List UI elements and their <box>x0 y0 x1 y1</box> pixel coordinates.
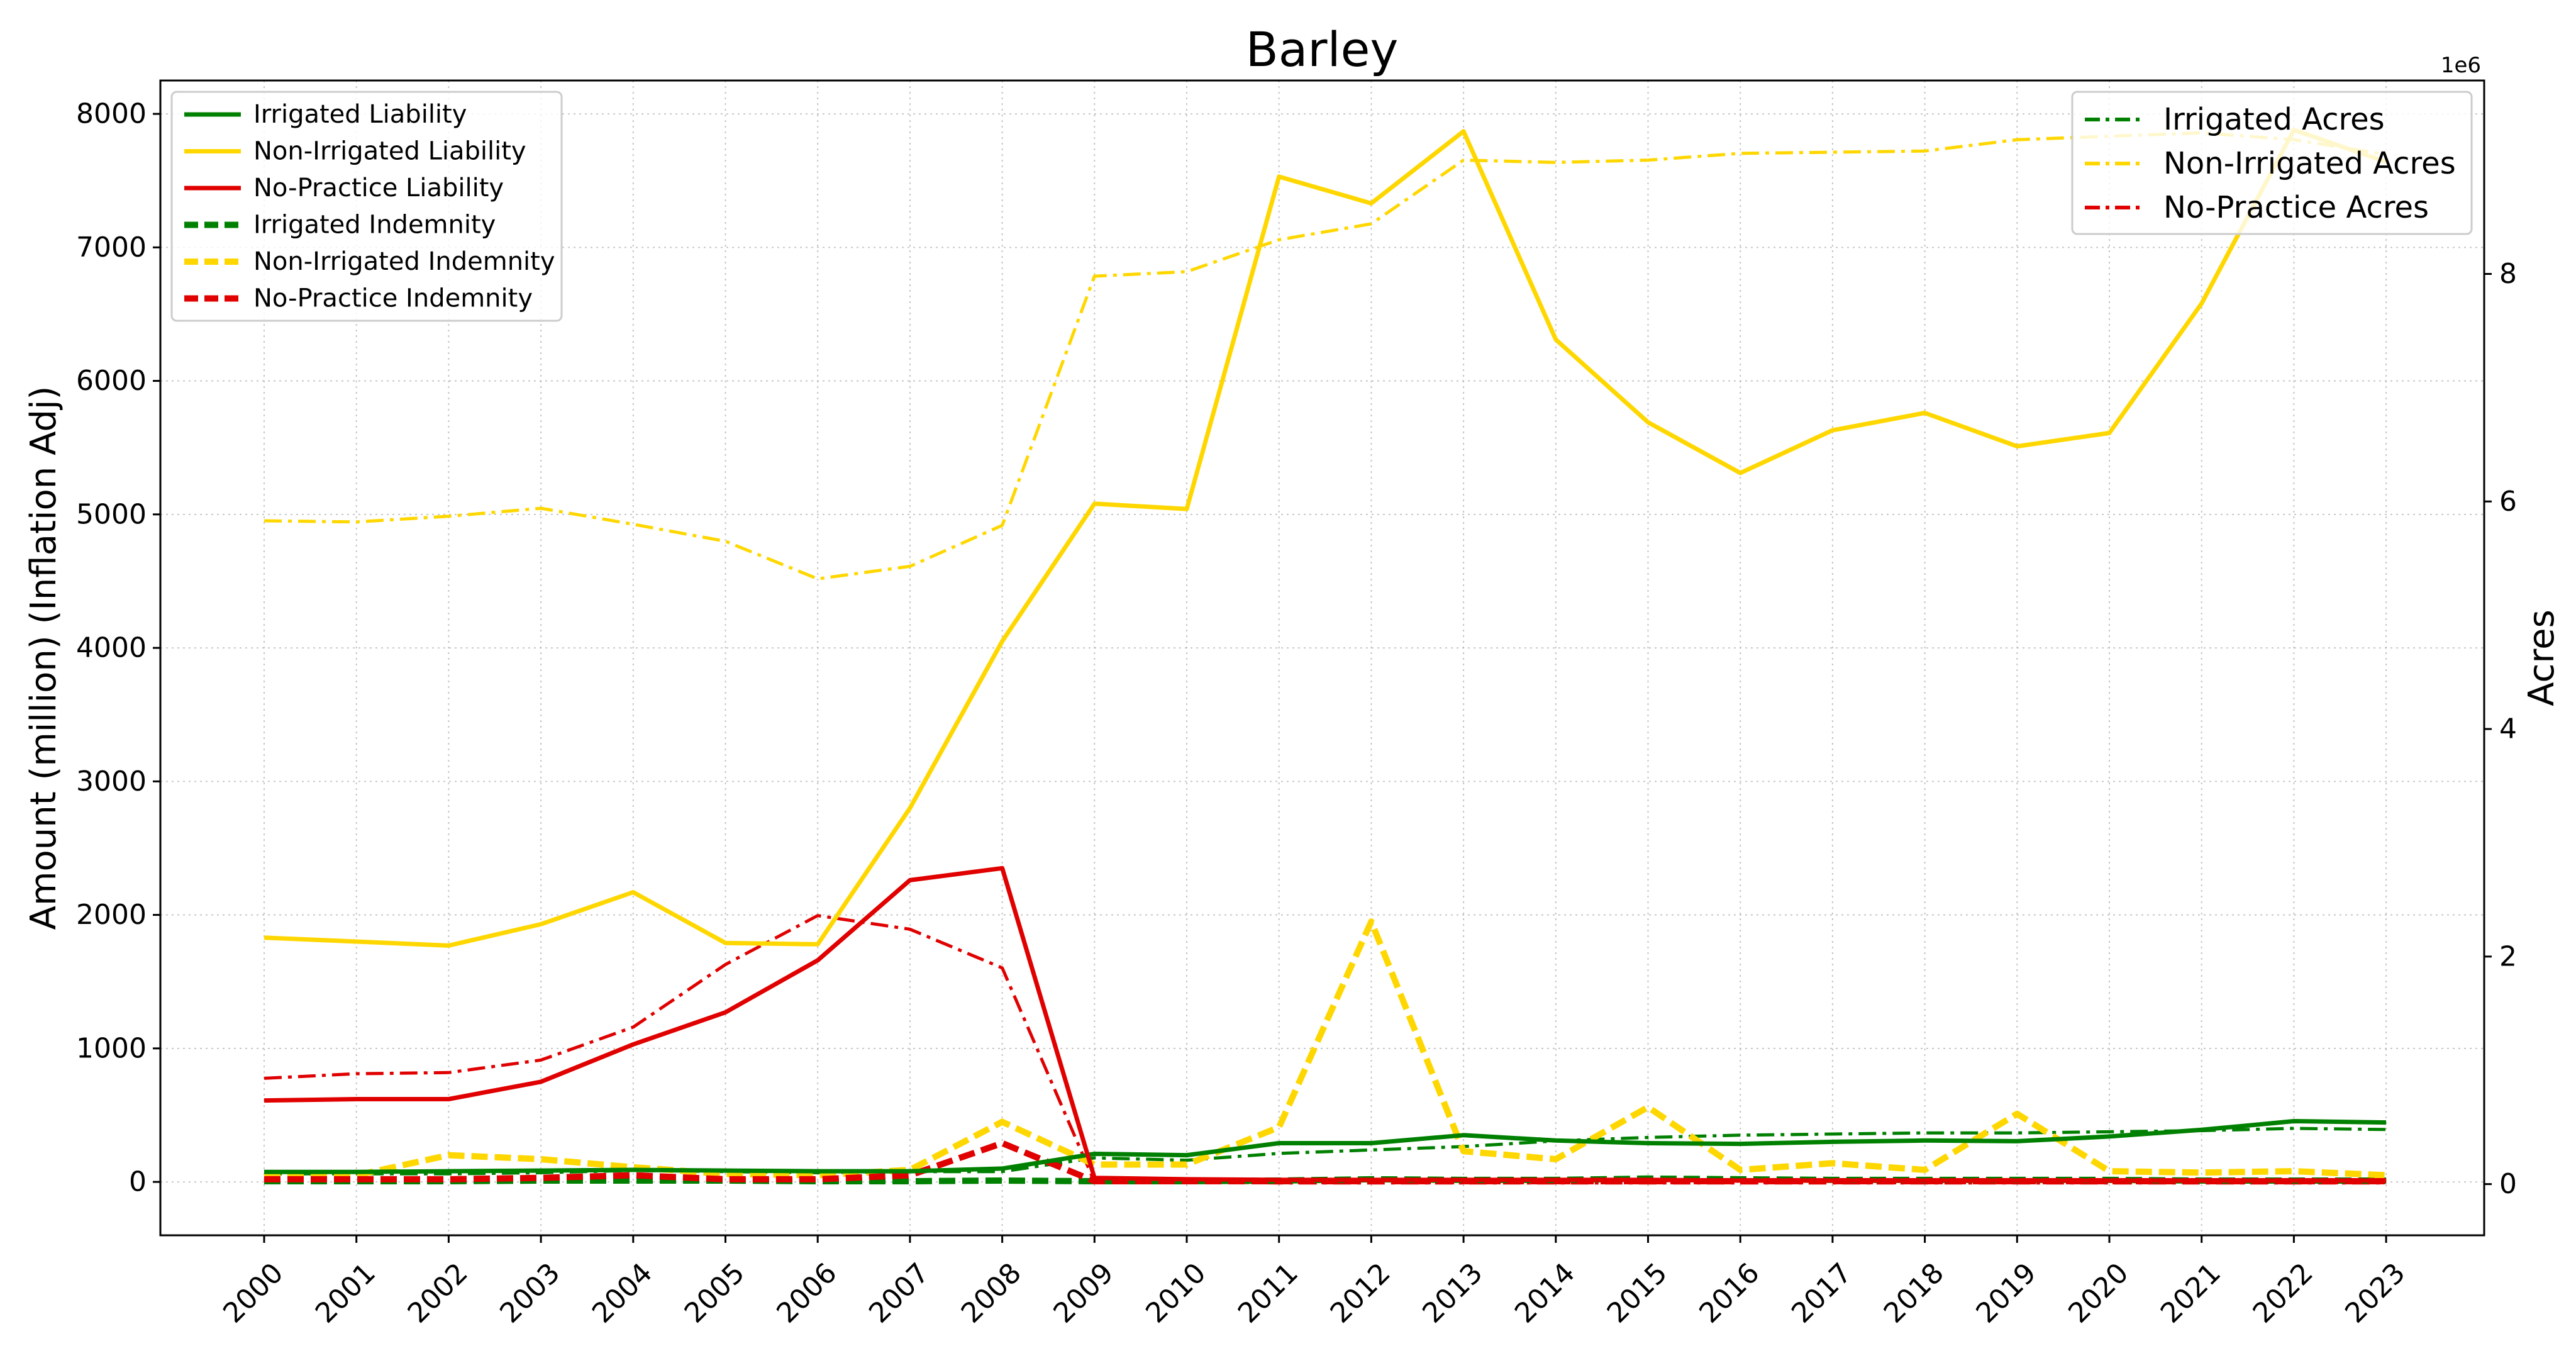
x-tick-label: 2011 <box>1232 1257 1304 1329</box>
legend-label: Non-Irrigated Liability <box>253 137 526 166</box>
legend-label: Irrigated Acres <box>2163 102 2385 137</box>
legend-left-frame <box>170 91 563 322</box>
x-tick-label: 2000 <box>217 1257 289 1329</box>
y2-multiplier-label: 1e6 <box>2441 53 2481 78</box>
x-tick-label: 2004 <box>586 1257 658 1329</box>
x-tick-label: 2005 <box>679 1257 751 1329</box>
y-tick-label: 4000 <box>76 632 147 664</box>
x-tick-label: 2022 <box>2247 1257 2319 1329</box>
series-line-no-practice-indemnity <box>264 1140 2387 1184</box>
legend-label: Non-Irrigated Acres <box>2163 146 2456 181</box>
x-tick-label: 2017 <box>1785 1257 1858 1329</box>
x-tick-label: 2006 <box>770 1257 843 1329</box>
x-tick-label: 2016 <box>1693 1257 1765 1329</box>
legend-label: No-Practice Acres <box>2163 190 2429 225</box>
legend-label: Irrigated Indemnity <box>253 211 496 240</box>
x-tick-label: 2012 <box>1324 1257 1397 1329</box>
series-line-non-irrigated-liability <box>264 128 2387 948</box>
x-tick-label: 2001 <box>309 1257 382 1329</box>
x-tick-label: 2003 <box>494 1257 566 1329</box>
y2-axis-label: Acres <box>2521 609 2562 706</box>
legend-right-frame <box>2071 91 2473 235</box>
legend-left: Irrigated Liability Non-Irrigated Liabili… <box>170 91 563 322</box>
legend-right: Irrigated Acres Non-Irrigated Acres No-Pra… <box>2071 91 2473 235</box>
y-tick-label: 3000 <box>76 765 147 798</box>
y-tick-label: 0 <box>129 1166 147 1198</box>
y-tick-label: 7000 <box>76 231 147 264</box>
y-tick-label: 2000 <box>76 899 147 931</box>
x-tick-label: 2023 <box>2339 1257 2411 1329</box>
y2-axis-ticks: 0 2 4 6 8 <box>2484 258 2517 1200</box>
y2-tick-label: 4 <box>2499 713 2517 745</box>
series-line-non-irrigated-indemnity <box>264 918 2387 1180</box>
y-axis-label: Amount (million) (Inflation Adj) <box>23 386 64 930</box>
x-tick-label: 2013 <box>1416 1257 1489 1329</box>
y-tick-label: 5000 <box>76 498 147 530</box>
series-lines <box>264 128 2387 1185</box>
x-tick-label: 2020 <box>2062 1257 2135 1329</box>
x-tick-label: 2018 <box>1878 1257 1950 1329</box>
legend-label: No-Practice Indemnity <box>253 284 533 313</box>
x-tick-label: 2015 <box>1601 1257 1674 1329</box>
x-tick-label: 2007 <box>863 1257 935 1329</box>
plot-frame <box>159 79 2485 1237</box>
chart-title: Barley <box>1246 21 1399 77</box>
legend-label: Non-Irrigated Indemnity <box>253 247 555 276</box>
x-tick-label: 2014 <box>1509 1257 1581 1329</box>
x-tick-label: 2021 <box>2155 1257 2227 1329</box>
x-tick-label: 2019 <box>1970 1257 2042 1329</box>
y2-tick-label: 0 <box>2499 1168 2517 1200</box>
y-tick-label: 8000 <box>76 98 147 130</box>
series-line-irrigated-acres <box>264 1126 2387 1176</box>
x-tick-label: 2009 <box>1047 1257 1119 1329</box>
y2-tick-label: 8 <box>2499 258 2517 290</box>
y2-tick-label: 2 <box>2499 940 2517 972</box>
x-tick-label: 2002 <box>402 1257 474 1329</box>
series-line-non-irrigated-acres <box>264 131 2387 581</box>
series-line-irrigated-liability <box>264 1119 2387 1174</box>
x-tick-label: 2010 <box>1140 1257 1212 1329</box>
x-tick-label: 2008 <box>955 1257 1028 1329</box>
legend-label: No-Practice Liability <box>253 174 504 203</box>
y2-tick-label: 6 <box>2499 486 2517 518</box>
y-axis-ticks: 0 1000 2000 3000 4000 5000 6000 7000 8000 <box>76 98 160 1198</box>
y-tick-label: 6000 <box>76 365 147 397</box>
legend-label: Irrigated Liability <box>253 100 467 129</box>
series-line-no-practice-liability <box>264 865 2387 1183</box>
x-axis-ticks: 2000 2001 2002 2003 2004 2005 2006 2007 2008 2009… <box>217 1235 2412 1330</box>
y-tick-label: 1000 <box>76 1032 147 1064</box>
